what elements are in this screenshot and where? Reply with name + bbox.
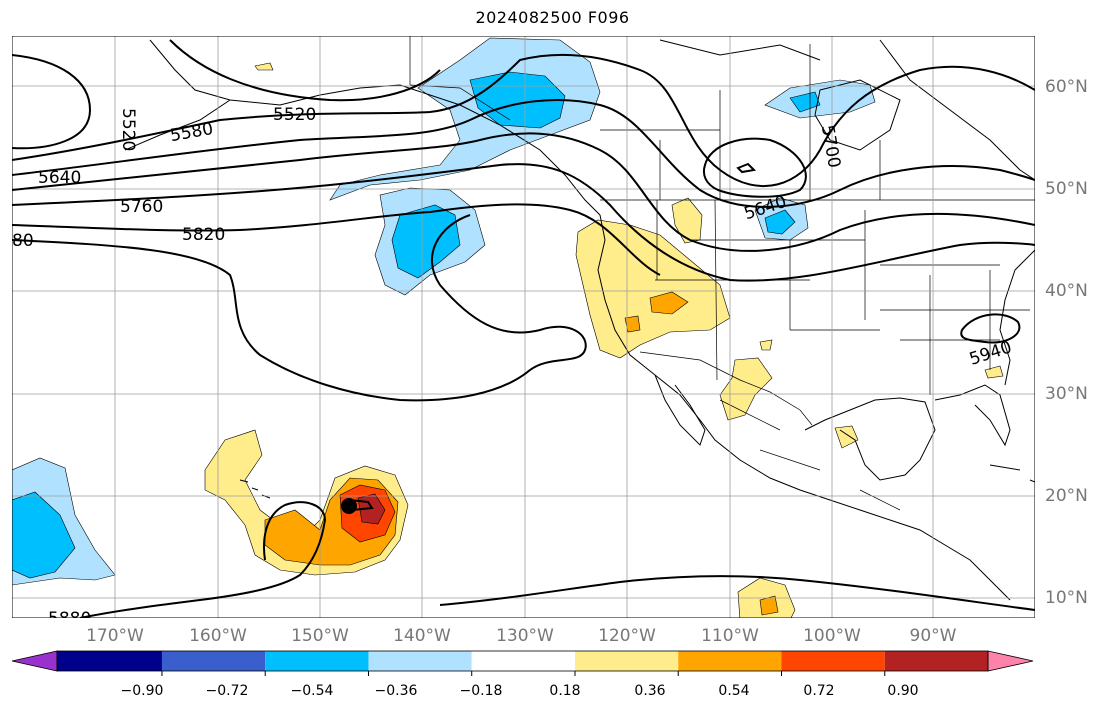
colorbar-cell [161,651,266,671]
colorbar-tick-label: 0.36 [634,683,666,699]
colorbar-cell [471,651,575,671]
shade-negative-mid [391,204,461,279]
contour-5700-low [702,137,807,198]
colorbar-tick-label: 0.18 [549,683,581,699]
shade-positive-light [254,62,274,71]
colorbar-cells [57,651,988,671]
contour-5940 [960,313,1021,344]
canada-arctic [659,39,821,61]
colorbar-cell [368,651,472,671]
contour-5880 [12,214,587,402]
colorbar-tick-label: −0.36 [374,683,418,699]
colorbar-cell [265,651,369,671]
colorbar-tick-label: 0.72 [803,683,835,699]
colorbar [11,650,1034,676]
shade-positive-light [759,339,773,351]
caribbean-islands [989,464,1035,483]
alaska-coast [149,39,601,216]
colorbar-max-extend [987,650,1034,672]
shade-positive-light [575,219,731,359]
hawaiian-islands [239,479,271,499]
colorbar-cell [574,651,679,671]
contour-line [12,99,1035,208]
baja-california [654,374,706,446]
canadian-provinces [600,44,881,200]
contour-label: 5880 [48,609,91,629]
map-panel: 5520 5580 5520 5640 5760 5820 80 5640 57… [12,36,1035,629]
lat-label: 50°N [1045,179,1088,199]
us-mexico-border [639,351,813,426]
shade-negative-light [764,79,876,119]
contour-line [12,53,1035,187]
height-contours [12,39,1035,618]
lon-label: 100°W [803,626,861,646]
contour-5520-east [169,39,441,102]
lat-label: 30°N [1045,384,1088,404]
colorbar-cell [781,651,885,671]
contour-label: 5820 [182,225,225,245]
shade-positive-light [984,365,1004,379]
colorbar-cell [57,651,162,671]
map-title: 2024082500 F096 [475,8,630,27]
contour-5640 [12,132,1035,252]
contour-label: 80 [12,231,34,251]
lon-label: 120°W [598,626,656,646]
contour-small-low [736,162,757,174]
colorbar-outline [56,650,989,672]
colorbar-tick-label: −0.18 [459,683,503,699]
lon-label: 170°W [86,626,144,646]
hudson-bay [814,79,901,151]
colorbar-cell [884,651,988,671]
lon-label: 110°W [701,626,759,646]
contour-label: 5520 [118,108,138,151]
colorbar-tick-label: −0.90 [120,683,164,699]
storm-center-marker [341,498,357,514]
contour-5820 [12,203,661,276]
lon-label: 90°W [909,626,957,646]
lon-label: 130°W [496,626,554,646]
contour-5880-south [439,575,1035,611]
contour-5520-west [12,54,92,150]
shade-positive-mid [649,291,689,315]
lat-label: 60°N [1045,77,1088,97]
florida-coast [934,384,1011,447]
colorbar-min-extend [11,650,58,672]
contour-label: 5640 [38,168,81,188]
north-america-west-coast [597,214,1011,601]
coastlines [124,39,1035,601]
colorbar-tick-label: −0.72 [205,683,249,699]
shade-positive-mid [759,595,779,616]
gulf-of-mexico-coast [804,397,936,481]
shade-positive-light [719,357,773,421]
lat-label: 10°N [1045,588,1088,608]
lat-label: 40°N [1045,281,1088,301]
labrador-coast [879,39,1035,181]
contour-label: 5760 [120,197,163,217]
colorbar-tick-label: −0.54 [290,683,334,699]
colorbar-tick-label: 0.54 [718,683,750,699]
shading-layer [12,37,1004,618]
lon-label: 160°W [189,626,247,646]
colorbar-ticks [161,671,886,676]
contour-5760 [12,163,1035,282]
lat-label: 20°N [1045,486,1088,506]
shade-negative-mid [789,91,821,113]
contour-label: 5520 [273,105,316,125]
colorbar-tick-label: 0.90 [887,683,919,699]
colorbar-cell [678,651,782,671]
lon-label: 150°W [291,626,349,646]
shade-positive-light [834,425,859,449]
contour-hurricane [79,501,327,618]
shade-negative-mid [764,209,796,235]
lon-label: 140°W [393,626,451,646]
